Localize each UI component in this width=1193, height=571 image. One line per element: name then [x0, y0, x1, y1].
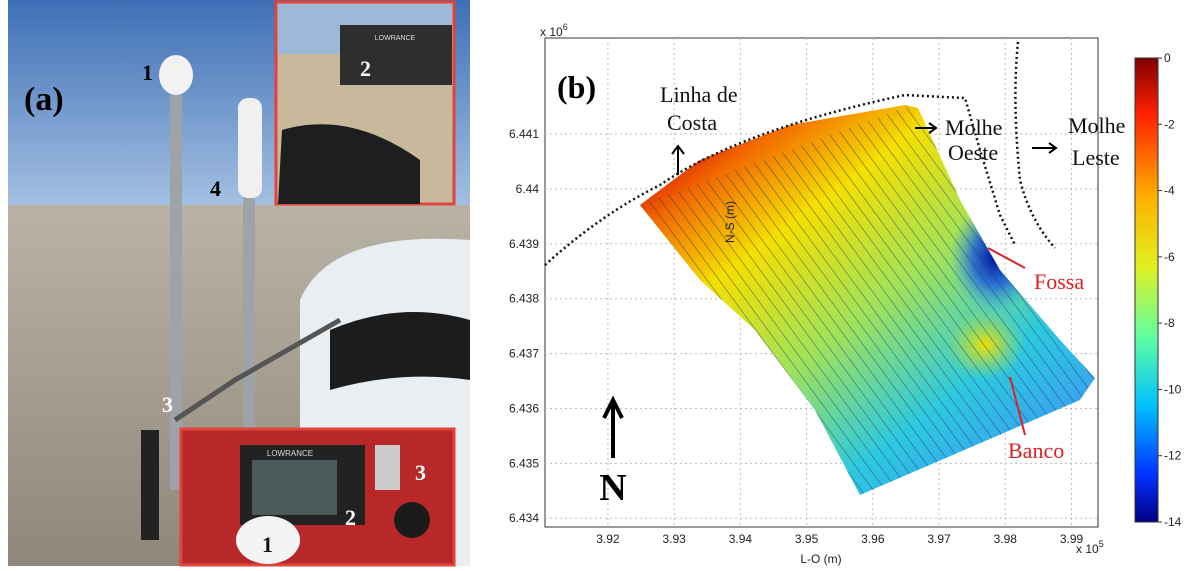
colorbar-tick-label: -2 — [1164, 117, 1175, 131]
brand: LOWRANCE — [267, 449, 313, 458]
x-tick-label: 3.92 — [596, 532, 620, 546]
y-tick-label: 6.44 — [516, 182, 540, 196]
arrow — [1009, 376, 1026, 436]
colorbar — [1134, 57, 1159, 523]
annotation: Oeste — [948, 140, 998, 165]
arrow — [671, 144, 685, 175]
radio-antenna — [238, 98, 262, 198]
y-axis-label: N-S (m) — [723, 201, 737, 243]
bank-area — [945, 310, 1025, 380]
x-tick-label: 3.98 — [994, 532, 1018, 546]
annotation: Fossa — [1034, 269, 1084, 294]
y-tick-label: 6.435 — [509, 456, 539, 470]
arrow — [1032, 142, 1058, 154]
jetski-seat — [330, 312, 470, 390]
x-tick-label: 3.97 — [927, 532, 951, 546]
arrow — [915, 122, 938, 134]
handlebar — [278, 124, 420, 204]
y-multiplier: x 106 — [540, 22, 568, 39]
arrow — [987, 247, 1026, 269]
panel-label: (b) — [557, 69, 596, 105]
colorbar-tick-label: -12 — [1164, 449, 1182, 463]
y-tick-label: 6.437 — [509, 347, 539, 361]
north-label: N — [599, 467, 626, 509]
photo-panel: (a) 1 4 3 LOWRANCE 2 LOWRANCE 2 3 1 — [8, 0, 470, 567]
colorbar-tick-label: 0 — [1164, 51, 1171, 65]
annotation: Banco — [1008, 438, 1064, 463]
annotation: Linha de — [660, 82, 738, 107]
y-tick-label: 6.438 — [509, 292, 539, 306]
survey-area — [640, 105, 1095, 495]
coastline — [544, 93, 1017, 266]
mount-arm — [173, 317, 342, 423]
y-tick-label: 6.436 — [509, 401, 539, 415]
annotation: Molhe — [1068, 113, 1125, 138]
gps-antenna — [159, 55, 193, 95]
marker: 4 — [210, 176, 221, 201]
inset-bottom: LOWRANCE 2 3 1 — [179, 427, 456, 567]
x-tick-label: 3.93 — [662, 532, 686, 546]
device — [340, 25, 452, 85]
x-axis-label: L-O (m) — [800, 552, 841, 566]
marker: 2 — [360, 56, 371, 81]
x-tick-label: 3.95 — [795, 532, 819, 546]
marker: 1 — [262, 532, 273, 557]
north-arrow — [602, 395, 624, 458]
annotation: Leste — [1072, 145, 1120, 170]
colorbar-tick-label: -8 — [1164, 316, 1175, 330]
colorbar-tick-label: -6 — [1164, 250, 1175, 264]
cable — [394, 502, 430, 538]
annotation: Costa — [667, 110, 717, 135]
panel-label: (a) — [24, 81, 64, 118]
screen — [252, 460, 337, 515]
colorbar-tick-label: -10 — [1164, 382, 1182, 396]
inset-top: LOWRANCE 2 — [274, 0, 456, 206]
x-tick-label: 3.99 — [1060, 532, 1084, 546]
marker: 3 — [415, 460, 426, 485]
x-multiplier: x 105 — [1076, 539, 1104, 556]
marker: 1 — [142, 60, 153, 85]
east-jetty — [1014, 41, 1056, 249]
x-tick-label: 3.94 — [729, 532, 753, 546]
annotation: Molhe — [945, 115, 1002, 140]
marker: 3 — [162, 392, 173, 417]
brand: LOWRANCE — [375, 35, 416, 42]
pole — [243, 160, 255, 440]
y-tick-label: 6.441 — [509, 127, 539, 141]
marker: 2 — [345, 505, 356, 530]
pole — [170, 95, 182, 490]
y-tick-label: 6.439 — [509, 237, 539, 251]
x-tick-label: 3.96 — [861, 532, 885, 546]
transducer — [375, 445, 400, 490]
map-panel: (b) Linha de Costa Molhe Oeste Molhe Les… — [509, 22, 1182, 566]
colorbar-tick-label: -14 — [1164, 515, 1182, 529]
colorbar-tick-label: -4 — [1164, 184, 1175, 198]
y-tick-label: 6.434 — [509, 511, 539, 525]
gps-antenna — [236, 516, 300, 564]
